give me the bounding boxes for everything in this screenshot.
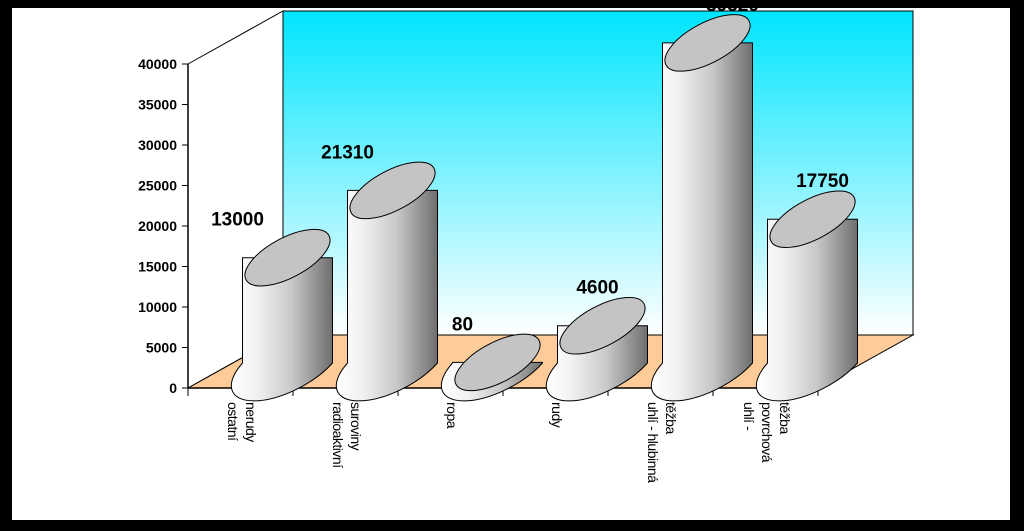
category-label: ostatní: [225, 402, 241, 441]
bar-body: [755, 218, 858, 402]
data-label: 13000: [211, 210, 264, 231]
y-tick-label: 40000: [138, 56, 177, 72]
bar: [335, 161, 438, 402]
bar: [440, 333, 543, 402]
y-tick-label: 10000: [138, 299, 177, 315]
category-label: nerudy: [243, 402, 259, 442]
y-tick-label: 0: [169, 380, 177, 396]
category-label: ropa: [444, 402, 460, 429]
y-tick-label: 20000: [138, 218, 177, 234]
bar-top: [349, 161, 436, 220]
bar: [545, 296, 648, 402]
category-label: těžba: [663, 402, 679, 434]
bar: [230, 228, 333, 402]
bar-top: [664, 14, 751, 72]
bar: [755, 190, 858, 402]
bar: [650, 14, 753, 402]
bar-body: [230, 257, 333, 402]
y-tick-label: 15000: [138, 259, 177, 275]
category-label: radioaktivní: [330, 402, 346, 468]
chart-frame: 0 5000 10000 15000 20000 25000 30000 35000 40000…: [12, 8, 1010, 520]
category-label: uhlí - hlubinná: [645, 402, 661, 483]
category-label: povrchová: [759, 402, 775, 463]
chart: 0 5000 10000 15000 20000 25000 30000 35000 40000…: [138, 8, 915, 483]
bar-body: [650, 42, 753, 402]
y-tick-label: 25000: [138, 178, 177, 194]
y-tick-label: 5000: [146, 340, 177, 356]
data-label: 21310: [321, 142, 374, 163]
data-label: 4600: [576, 278, 618, 299]
bar-body: [335, 189, 438, 402]
data-label: 39520: [706, 8, 759, 16]
bar-top: [559, 296, 646, 355]
data-label: 80: [452, 314, 473, 335]
category-label: rudy: [549, 402, 565, 428]
category-label: suroviny: [348, 402, 364, 451]
bar-top: [244, 228, 331, 287]
y-tick-label: 30000: [138, 137, 177, 153]
category-label: těžba: [777, 402, 793, 434]
bar-top: [454, 333, 541, 392]
category-label: uhlí -: [741, 402, 757, 431]
bar-top: [769, 190, 856, 248]
y-tick-label: 35000: [138, 97, 177, 113]
data-label: 17750: [796, 171, 849, 192]
